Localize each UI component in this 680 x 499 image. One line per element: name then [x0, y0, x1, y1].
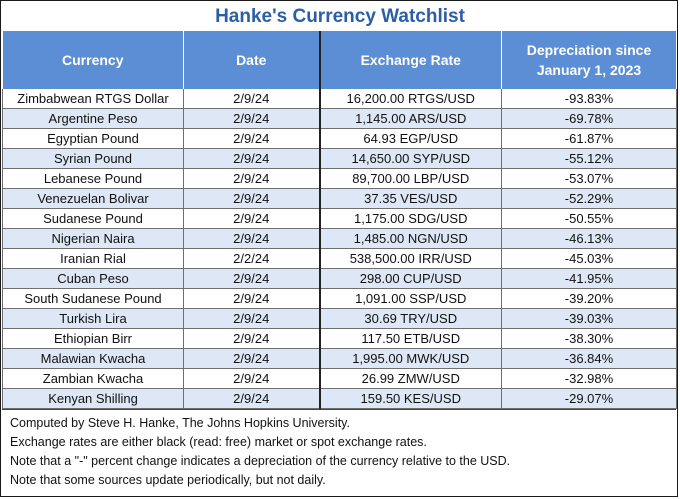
cell-date: 2/9/24 [183, 388, 321, 409]
footnotes: Computed by Steve H. Hanke, The Johns Ho… [10, 414, 510, 490]
table-row: Ethiopian Birr 2/9/24 117.50 ETB/USD -38.30… [2, 328, 677, 349]
cell-exchange-rate: 1,145.00 ARS/USD [319, 108, 502, 129]
cell-date: 2/2/24 [183, 248, 321, 269]
cell-depreciation: -52.29% [501, 188, 677, 209]
header-exchange-rate: Exchange Rate [319, 31, 502, 89]
cell-date: 2/9/24 [183, 108, 321, 129]
footnote: Exchange rates are either black (read: f… [10, 435, 427, 449]
cell-exchange-rate: 30.69 TRY/USD [319, 308, 502, 329]
cell-date: 2/9/24 [183, 128, 321, 149]
cell-exchange-rate: 159.50 KES/USD [319, 388, 502, 409]
header-date: Date [183, 31, 321, 89]
cell-depreciation: -53.07% [501, 168, 677, 189]
cell-exchange-rate: 64.93 EGP/USD [319, 128, 502, 149]
table-row: Iranian Rial 2/2/24 538,500.00 IRR/USD -45.… [2, 248, 677, 269]
cell-date: 2/9/24 [183, 328, 321, 349]
table-row: Zambian Kwacha 2/9/24 26.99 ZMW/USD -32.98% [2, 368, 677, 389]
cell-currency: Turkish Lira [2, 308, 184, 329]
cell-date: 2/9/24 [183, 188, 321, 209]
table-body: Zimbabwean RTGS Dollar 2/9/24 16,200.00 RT… [2, 89, 677, 409]
footnote: Note that a "-" percent change indicates… [10, 454, 511, 468]
cell-date: 2/9/24 [183, 208, 321, 229]
header-depreciation-line1: Depreciation since [526, 42, 652, 58]
header-depreciation: Depreciation since January 1, 2023 [501, 31, 677, 89]
cell-currency: Sudanese Pound [2, 208, 184, 229]
cell-currency: Iranian Rial [2, 248, 184, 269]
footnote: Note that some sources update periodical… [10, 473, 326, 487]
cell-currency: Kenyan Shilling [2, 388, 184, 409]
cell-depreciation: -39.03% [501, 308, 677, 329]
cell-exchange-rate: 1,091.00 SSP/USD [319, 288, 502, 309]
cell-depreciation: -36.84% [501, 348, 677, 369]
cell-exchange-rate: 1,995.00 MWK/USD [319, 348, 502, 369]
cell-currency: Ethiopian Birr [2, 328, 184, 349]
cell-exchange-rate: 14,650.00 SYP/USD [319, 148, 502, 169]
table-row: Nigerian Naira 2/9/24 1,485.00 NGN/USD -46.… [2, 228, 677, 249]
cell-exchange-rate: 89,700.00 LBP/USD [319, 168, 502, 189]
cell-date: 2/9/24 [183, 268, 321, 289]
header-depreciation-line2: January 1, 2023 [536, 62, 642, 78]
table-row: Lebanese Pound 2/9/24 89,700.00 LBP/USD -53… [2, 168, 677, 189]
cell-currency: Malawian Kwacha [2, 348, 184, 369]
table-row: Sudanese Pound 2/9/24 1,175.00 SDG/USD -50.… [2, 208, 677, 229]
cell-date: 2/9/24 [183, 148, 321, 169]
cell-depreciation: -38.30% [501, 328, 677, 349]
cell-depreciation: -55.12% [501, 148, 677, 169]
cell-depreciation: -69.78% [501, 108, 677, 129]
table-row: Syrian Pound 2/9/24 14,650.00 SYP/USD -55.1… [2, 148, 677, 169]
cell-exchange-rate: 1,485.00 NGN/USD [319, 228, 502, 249]
cell-depreciation: -39.20% [501, 288, 677, 309]
cell-date: 2/9/24 [183, 89, 321, 109]
cell-exchange-rate: 538,500.00 IRR/USD [319, 248, 502, 269]
cell-date: 2/9/24 [183, 168, 321, 189]
cell-depreciation: -93.83% [501, 89, 677, 109]
cell-depreciation: -32.98% [501, 368, 677, 389]
table-row: Cuban Peso 2/9/24 298.00 CUP/USD -41.95% [2, 268, 677, 289]
cell-date: 2/9/24 [183, 368, 321, 389]
cell-exchange-rate: 26.99 ZMW/USD [319, 368, 502, 389]
table-row: Egyptian Pound 2/9/24 64.93 EGP/USD -61.87% [2, 128, 677, 149]
table-row: South Sudanese Pound 2/9/24 1,091.00 SSP/U… [2, 288, 677, 309]
cell-exchange-rate: 16,200.00 RTGS/USD [319, 89, 502, 109]
cell-currency: Zambian Kwacha [2, 368, 184, 389]
cell-date: 2/9/24 [183, 308, 321, 329]
cell-date: 2/9/24 [183, 288, 321, 309]
cell-currency: Cuban Peso [2, 268, 184, 289]
cell-currency: Zimbabwean RTGS Dollar [2, 89, 184, 109]
cell-exchange-rate: 298.00 CUP/USD [319, 268, 502, 289]
cell-depreciation: -46.13% [501, 228, 677, 249]
cell-currency: Venezuelan Bolivar [2, 188, 184, 209]
cell-currency: South Sudanese Pound [2, 288, 184, 309]
cell-depreciation: -41.95% [501, 268, 677, 289]
cell-depreciation: -29.07% [501, 388, 677, 409]
cell-currency: Nigerian Naira [2, 228, 184, 249]
table-row: Kenyan Shilling 2/9/24 159.50 KES/USD -29.0… [2, 388, 677, 409]
cell-currency: Lebanese Pound [2, 168, 184, 189]
currency-table: Currency Date Exchange Rate Depreciation… [2, 31, 677, 409]
cell-currency: Syrian Pound [2, 148, 184, 169]
cell-currency: Argentine Peso [2, 108, 184, 129]
table-row: Argentine Peso 2/9/24 1,145.00 ARS/USD -69.… [2, 108, 677, 129]
table-row: Malawian Kwacha 2/9/24 1,995.00 MWK/USD -36… [2, 348, 677, 369]
cell-exchange-rate: 1,175.00 SDG/USD [319, 208, 502, 229]
table-header-row: Currency Date Exchange Rate Depreciation… [2, 31, 677, 89]
table-row: Venezuelan Bolivar 2/9/24 37.35 VES/USD -52… [2, 188, 677, 209]
cell-depreciation: -45.03% [501, 248, 677, 269]
notes-divider [2, 409, 676, 410]
cell-depreciation: -50.55% [501, 208, 677, 229]
table-row: Turkish Lira 2/9/24 30.69 TRY/USD -39.03% [2, 308, 677, 329]
header-currency: Currency [2, 31, 184, 89]
cell-exchange-rate: 37.35 VES/USD [319, 188, 502, 209]
cell-date: 2/9/24 [183, 228, 321, 249]
footnote: Computed by Steve H. Hanke, The Johns Ho… [10, 416, 350, 430]
cell-depreciation: -61.87% [501, 128, 677, 149]
cell-currency: Egyptian Pound [2, 128, 184, 149]
page-title: Hanke's Currency Watchlist [215, 6, 465, 27]
table-row: Zimbabwean RTGS Dollar 2/9/24 16,200.00 RT… [2, 89, 677, 109]
cell-exchange-rate: 117.50 ETB/USD [319, 328, 502, 349]
cell-date: 2/9/24 [183, 348, 321, 369]
